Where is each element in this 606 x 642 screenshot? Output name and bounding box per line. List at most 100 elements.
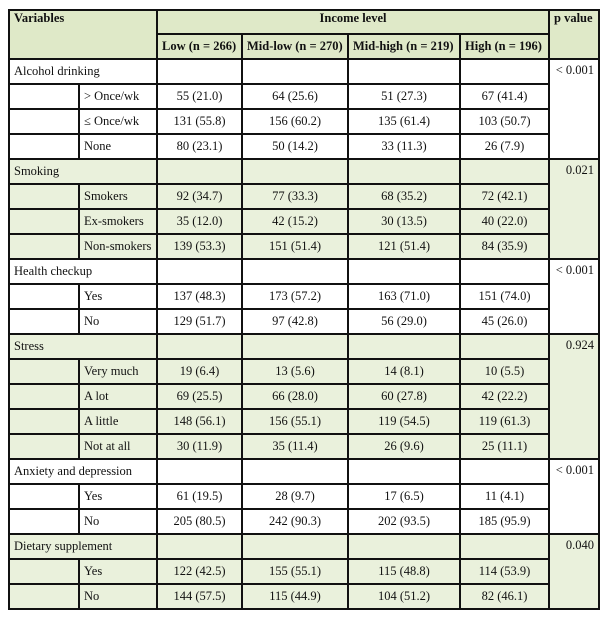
empty-cell [156, 333, 243, 360]
value-cell: 33 (11.3) [347, 133, 461, 160]
value-cell: 80 (23.1) [156, 133, 243, 160]
empty-cell [347, 258, 461, 285]
empty-cell [241, 458, 349, 485]
empty-cell [156, 533, 243, 560]
empty-cell [8, 183, 80, 210]
value-cell: 28 (9.7) [241, 483, 349, 510]
empty-cell [8, 408, 80, 435]
value-cell: 156 (55.1) [241, 408, 349, 435]
empty-cell [459, 458, 550, 485]
category-label: No [78, 508, 158, 535]
value-cell: 121 (51.4) [347, 233, 461, 260]
value-cell: 97 (42.8) [241, 308, 349, 335]
value-cell: 64 (25.6) [241, 83, 349, 110]
table-row: Yes 61 (19.5) 28 (9.7) 17 (6.5) 11 (4.1) [8, 483, 599, 510]
category-label: Smokers [78, 183, 158, 210]
table-row: No 144 (57.5) 115 (44.9) 104 (51.2) 82 (46.1… [8, 583, 599, 610]
category-label: A lot [78, 383, 158, 410]
category-label: ≤ Once/wk [78, 108, 158, 135]
value-cell: 148 (56.1) [156, 408, 243, 435]
table-row: > Once/wk 55 (21.0) 64 (25.6) 51 (27.3) 67 (… [8, 83, 599, 110]
table-row: ≤ Once/wk 131 (55.8) 156 (60.2) 135 (61.4) 1… [8, 108, 599, 135]
value-cell: 104 (51.2) [347, 583, 461, 610]
value-cell: 72 (42.1) [459, 183, 550, 210]
category-label: Non-smokers [78, 233, 158, 260]
empty-cell [347, 533, 461, 560]
table-row: Ex-smokers 35 (12.0) 42 (15.2) 30 (13.5) 40 … [8, 208, 599, 235]
empty-cell [459, 333, 550, 360]
value-cell: 50 (14.2) [241, 133, 349, 160]
value-cell: 30 (11.9) [156, 433, 243, 460]
value-cell: 40 (22.0) [459, 208, 550, 235]
value-cell: 151 (51.4) [241, 233, 349, 260]
empty-cell [8, 83, 80, 110]
value-cell: 13 (5.6) [241, 358, 349, 385]
value-cell: 55 (21.0) [156, 83, 243, 110]
value-cell: 202 (93.5) [347, 508, 461, 535]
category-label: Yes [78, 558, 158, 585]
value-cell: 92 (34.7) [156, 183, 243, 210]
empty-cell [156, 458, 243, 485]
empty-cell [156, 258, 243, 285]
p-value: < 0.001 [548, 458, 600, 535]
empty-cell [241, 58, 349, 85]
value-cell: 119 (54.5) [347, 408, 461, 435]
empty-cell [459, 158, 550, 185]
value-cell: 35 (12.0) [156, 208, 243, 235]
value-cell: 144 (57.5) [156, 583, 243, 610]
p-value: 0.021 [548, 158, 600, 260]
value-cell: 51 (27.3) [347, 83, 461, 110]
value-cell: 77 (33.3) [241, 183, 349, 210]
category-label: Yes [78, 283, 158, 310]
group-row: Anxiety and depression < 0.001 [8, 458, 600, 535]
value-cell: 66 (28.0) [241, 383, 349, 410]
category-label: No [78, 308, 158, 335]
empty-cell [241, 533, 349, 560]
group-row: Smoking 0.021 [8, 158, 600, 260]
value-cell: 103 (50.7) [459, 108, 550, 135]
value-cell: 45 (26.0) [459, 308, 550, 335]
empty-cell [459, 58, 550, 85]
value-cell: 115 (48.8) [347, 558, 461, 585]
empty-cell [8, 383, 80, 410]
empty-cell [347, 58, 461, 85]
group-row: Stress 0.924 [8, 333, 600, 460]
table-row: None 80 (23.1) 50 (14.2) 33 (11.3) 26 (7.9) [8, 133, 599, 160]
value-cell: 25 (11.1) [459, 433, 550, 460]
empty-cell [347, 333, 461, 360]
category-label: Yes [78, 483, 158, 510]
value-cell: 119 (61.3) [459, 408, 550, 435]
empty-cell [156, 158, 243, 185]
table-row: Smokers 92 (34.7) 77 (33.3) 68 (35.2) 72 (42… [8, 183, 599, 210]
column-header-low: Low (n = 266) [156, 33, 243, 60]
value-cell: 68 (35.2) [347, 183, 461, 210]
p-value: 0.924 [548, 333, 600, 460]
group-row: Dietary supplement 0.040 [8, 533, 600, 610]
table-row: Not at all 30 (11.9) 35 (11.4) 26 (9.6) 25 (… [8, 433, 599, 460]
empty-cell [347, 158, 461, 185]
value-cell: 14 (8.1) [347, 358, 461, 385]
empty-cell [8, 283, 80, 310]
value-cell: 56 (29.0) [347, 308, 461, 335]
empty-cell [8, 308, 80, 335]
group-label: Health checkup [8, 258, 158, 285]
value-cell: 11 (4.1) [459, 483, 550, 510]
value-cell: 61 (19.5) [156, 483, 243, 510]
empty-cell [347, 458, 461, 485]
variables-header: Variables [8, 9, 158, 60]
p-value: 0.040 [548, 533, 600, 610]
empty-cell [8, 508, 80, 535]
p-value-header: p value [548, 9, 600, 60]
table-row: Yes 122 (42.5) 155 (55.1) 115 (48.8) 114 (53… [8, 558, 599, 585]
value-cell: 151 (74.0) [459, 283, 550, 310]
empty-cell [8, 483, 80, 510]
value-cell: 137 (48.3) [156, 283, 243, 310]
category-label: > Once/wk [78, 83, 158, 110]
value-cell: 35 (11.4) [241, 433, 349, 460]
table-row: A little 148 (56.1) 156 (55.1) 119 (54.5) 11… [8, 408, 599, 435]
value-cell: 139 (53.3) [156, 233, 243, 260]
value-cell: 114 (53.9) [459, 558, 550, 585]
value-cell: 122 (42.5) [156, 558, 243, 585]
value-cell: 205 (80.5) [156, 508, 243, 535]
value-cell: 156 (60.2) [241, 108, 349, 135]
